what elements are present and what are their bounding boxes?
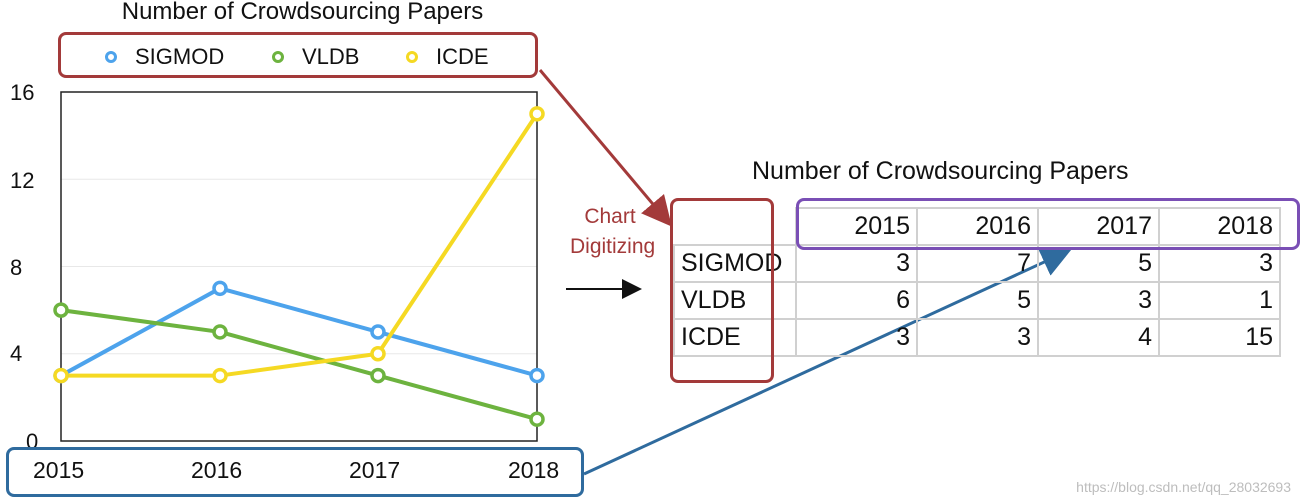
legend-marker-vldb bbox=[272, 51, 284, 63]
row-header: ICDE bbox=[673, 318, 797, 357]
legend-label-sigmod: SIGMOD bbox=[135, 44, 225, 69]
legend-marker-sigmod bbox=[105, 51, 117, 63]
series-line-icde bbox=[61, 112, 539, 378]
legend-highlight-box bbox=[58, 32, 538, 78]
column-header: 2017 bbox=[1037, 207, 1160, 246]
x-tick-label: 2015 bbox=[33, 457, 85, 483]
chart-gridlines bbox=[61, 178, 537, 355]
table-cell: 4 bbox=[1037, 318, 1160, 357]
legend-to-rows-arrow bbox=[538, 69, 672, 227]
table-cell: 6 bbox=[795, 281, 918, 320]
annotation-line: Digitizing bbox=[570, 235, 656, 258]
chart-series bbox=[53, 106, 545, 427]
x-tick-label: 2018 bbox=[508, 457, 560, 483]
data-point-vldb bbox=[370, 367, 386, 384]
legend-label-icde: ICDE bbox=[436, 44, 489, 69]
digitized-table: 2015 2016 2017 2018 SIGMOD 3 7 5 3 VLDB … bbox=[673, 207, 1281, 357]
data-point-sigmod bbox=[529, 367, 545, 384]
table-row: SIGMOD 3 7 5 3 bbox=[673, 244, 1281, 283]
x-tick-label: 2016 bbox=[191, 457, 243, 483]
table-cell: 3 bbox=[795, 318, 918, 357]
data-point-sigmod bbox=[212, 280, 228, 297]
table-cell: 3 bbox=[1037, 281, 1160, 320]
table-cell: 3 bbox=[795, 244, 918, 283]
data-point-icde bbox=[53, 367, 69, 384]
column-header: 2018 bbox=[1158, 207, 1281, 246]
legend-label-vldb: VLDB bbox=[302, 44, 360, 69]
column-header: 2015 bbox=[795, 207, 918, 246]
row-header-highlight-box bbox=[670, 198, 774, 383]
y-tick-label: 8 bbox=[10, 255, 23, 280]
data-point-icde bbox=[529, 106, 545, 122]
series-line-vldb bbox=[60, 308, 538, 422]
chart-digitizing-label: Chart Digitizing bbox=[570, 202, 656, 262]
table-row: ICDE 3 3 4 15 bbox=[673, 318, 1281, 357]
table-cell: 3 bbox=[1158, 244, 1281, 283]
data-point-vldb bbox=[529, 411, 545, 427]
table-cell: 15 bbox=[1158, 318, 1281, 357]
table-header-row: 2015 2016 2017 2018 bbox=[674, 207, 1281, 246]
legend-item-icde: ICDE bbox=[406, 44, 489, 70]
table-cell: 3 bbox=[916, 318, 1039, 357]
table-cell: 1 bbox=[1158, 281, 1281, 320]
data-point-sigmod bbox=[370, 324, 386, 340]
y-tick-label: 16 bbox=[10, 80, 35, 105]
x-axis-highlight-box bbox=[6, 447, 584, 497]
y-tick-label: 12 bbox=[10, 168, 35, 193]
legend-marker-icde bbox=[406, 51, 418, 63]
row-header: VLDB bbox=[673, 281, 797, 320]
table-title: Number of Crowdsourcing Papers bbox=[752, 157, 1129, 185]
table-cell: 5 bbox=[916, 281, 1039, 320]
watermark: https://blog.csdn.net/qq_28032693 bbox=[1076, 479, 1291, 495]
series-line-sigmod bbox=[60, 286, 538, 378]
chart-title: Number of Crowdsourcing Papers bbox=[121, 0, 484, 25]
table-cell: 7 bbox=[916, 244, 1039, 283]
data-point-vldb bbox=[212, 324, 228, 340]
data-point-icde bbox=[212, 367, 228, 384]
data-point-vldb bbox=[53, 302, 69, 318]
column-header: 2016 bbox=[916, 207, 1039, 246]
x-tick-label: 2017 bbox=[349, 457, 401, 483]
row-header: SIGMOD bbox=[673, 244, 797, 283]
column-header-highlight-box bbox=[796, 198, 1300, 250]
y-tick-label: 4 bbox=[10, 341, 23, 366]
legend-item-sigmod: SIGMOD bbox=[105, 44, 224, 70]
plot-frame bbox=[60, 91, 538, 442]
table-cell: 5 bbox=[1037, 244, 1160, 283]
legend-item-vldb: VLDB bbox=[272, 44, 359, 70]
annotation-line: Chart bbox=[584, 205, 636, 228]
data-point-icde bbox=[370, 346, 386, 362]
table-row: VLDB 6 5 3 1 bbox=[673, 281, 1281, 320]
